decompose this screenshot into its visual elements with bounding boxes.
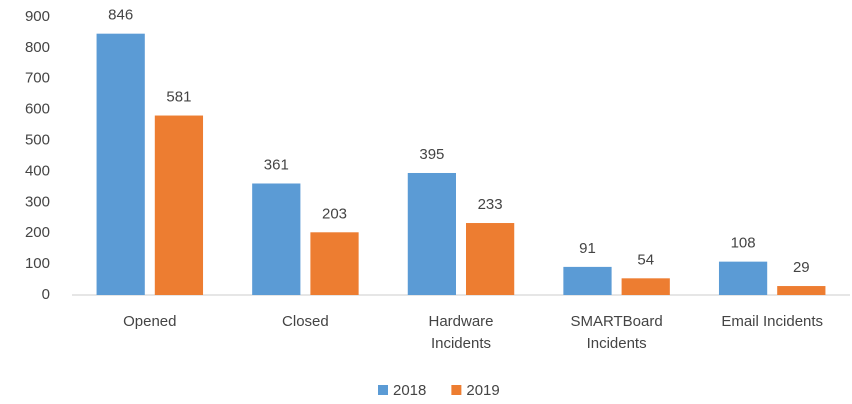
value-label: 395 <box>419 146 444 163</box>
bar <box>252 183 301 295</box>
x-tick-label: Closed <box>282 313 329 330</box>
value-label: 54 <box>637 251 654 268</box>
bar <box>563 266 612 295</box>
legend-label: 2019 <box>466 382 499 399</box>
y-tick-label: 800 <box>25 39 50 56</box>
bar <box>466 223 515 295</box>
x-tick-label: SMARTBoard Incidents <box>570 313 662 352</box>
y-tick-label: 0 <box>42 286 50 303</box>
y-tick-label: 700 <box>25 70 50 87</box>
value-label: 203 <box>322 205 347 222</box>
y-tick-label: 200 <box>25 224 50 241</box>
value-label: 91 <box>579 240 596 257</box>
value-label: 108 <box>731 235 756 252</box>
bar <box>777 286 826 295</box>
y-tick-label: 600 <box>25 101 50 118</box>
legend-swatch <box>451 385 462 395</box>
y-tick-label: 100 <box>25 255 50 272</box>
bar <box>154 115 204 295</box>
value-label: 581 <box>166 89 191 106</box>
bar <box>621 278 670 295</box>
value-label: 233 <box>478 196 503 213</box>
y-tick-label: 300 <box>25 193 50 210</box>
legend-label: 2018 <box>393 382 426 399</box>
y-tick-label: 900 <box>25 8 50 25</box>
x-tick-label: Hardware Incidents <box>428 313 493 352</box>
bar <box>718 261 768 295</box>
bar <box>407 172 456 295</box>
value-label: 29 <box>793 259 810 276</box>
bar <box>310 232 359 295</box>
legend-swatch <box>378 385 388 395</box>
bar <box>96 33 145 296</box>
y-tick-label: 500 <box>25 132 50 149</box>
value-label: 361 <box>264 156 289 173</box>
x-tick-label: Email Incidents <box>721 313 823 330</box>
x-tick-label: Opened <box>123 313 176 330</box>
y-tick-label: 400 <box>25 162 50 179</box>
value-label: 846 <box>108 7 133 24</box>
